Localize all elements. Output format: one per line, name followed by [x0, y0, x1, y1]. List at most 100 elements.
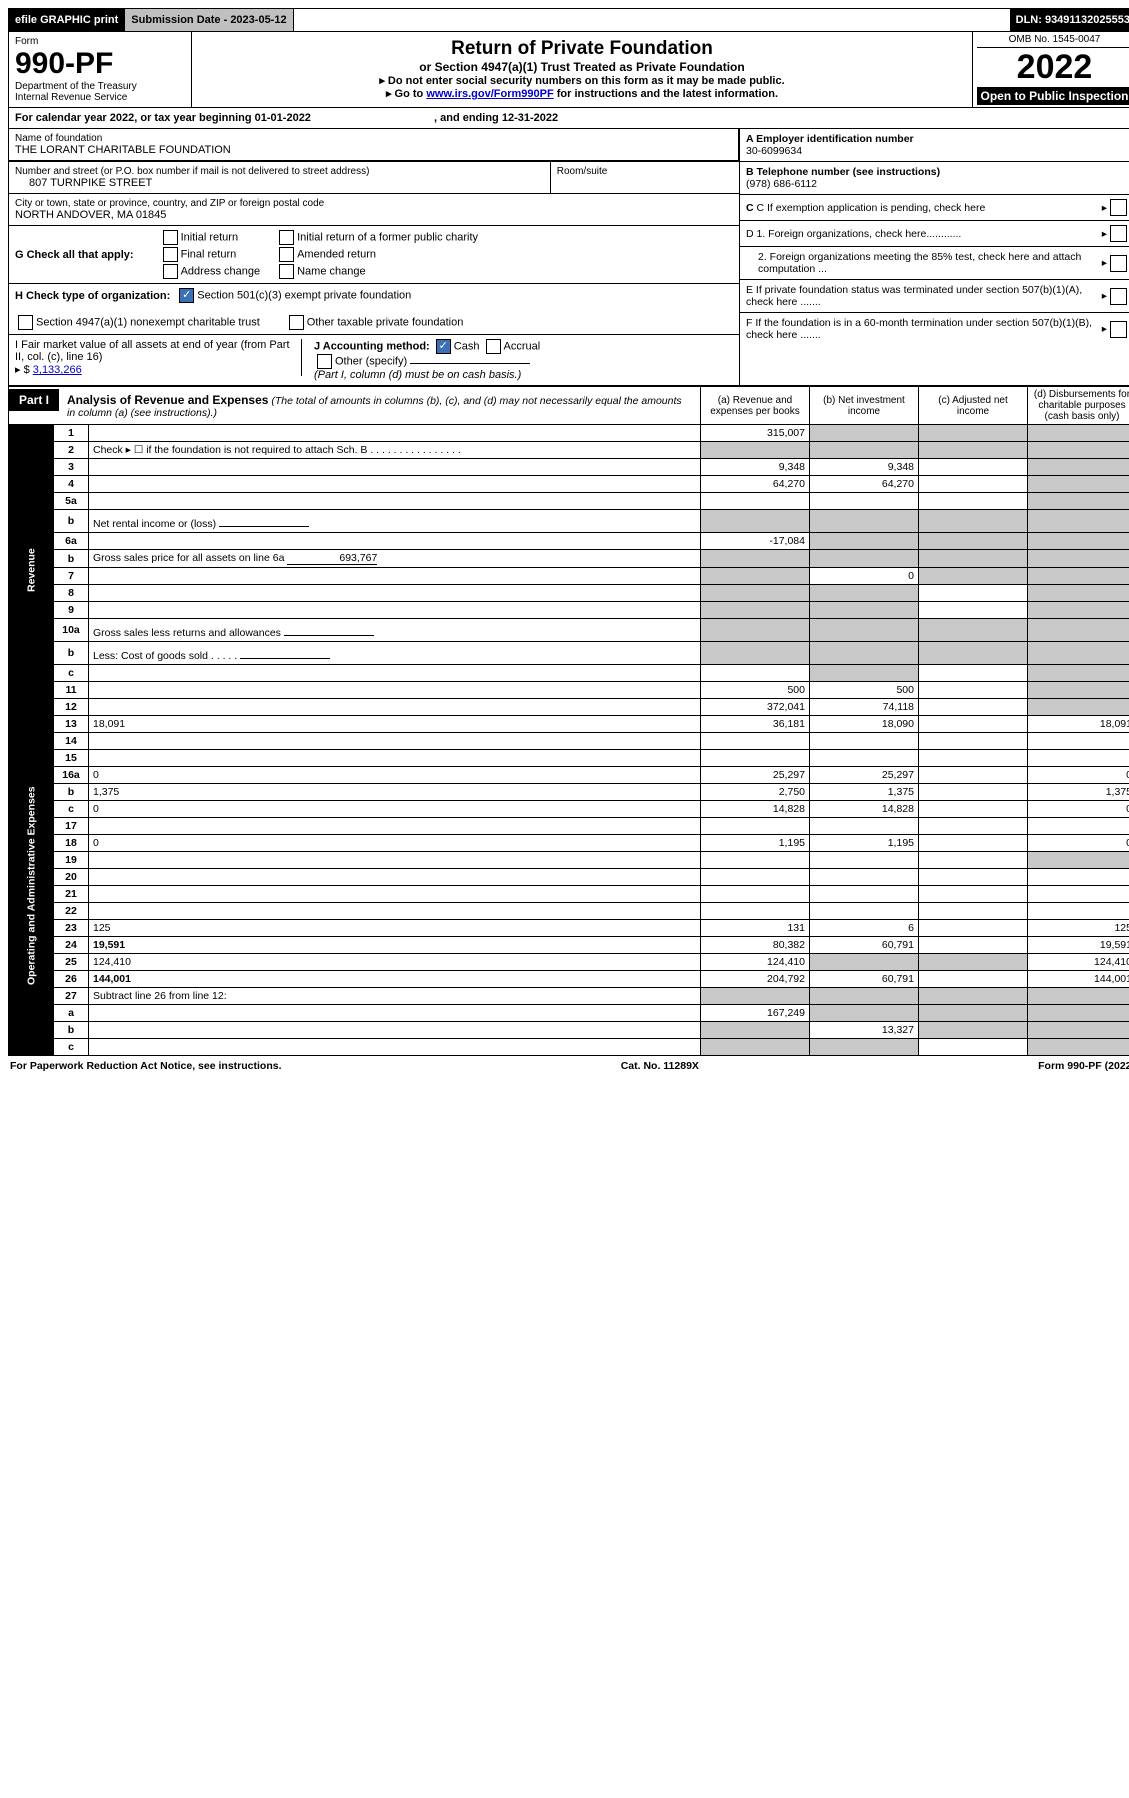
table-row: 19	[9, 852, 1129, 869]
g-initial-former[interactable]	[279, 230, 294, 245]
cell-a	[701, 619, 810, 642]
e-check[interactable]	[1110, 288, 1127, 305]
cell-b: 25,297	[810, 767, 919, 784]
line-number: 16a	[54, 767, 89, 784]
cell-b	[810, 1039, 919, 1056]
cell-a: -17,084	[701, 533, 810, 550]
table-row: c014,82814,8280	[9, 801, 1129, 818]
form-note1: ▸ Do not enter social security numbers o…	[198, 74, 966, 87]
h-4947a1[interactable]	[18, 315, 33, 330]
cal-mid: , and ending	[434, 112, 502, 124]
cell-b	[810, 954, 919, 971]
cell-a	[701, 886, 810, 903]
cell-d	[1028, 533, 1129, 550]
d2-check[interactable]	[1110, 255, 1127, 272]
cell-a: 14,828	[701, 801, 810, 818]
city: NORTH ANDOVER, MA 01845	[15, 209, 733, 221]
line-number: 25	[54, 954, 89, 971]
cell-c	[919, 937, 1028, 954]
line-number: 6a	[54, 533, 89, 550]
i-prefix: ▸ $	[15, 364, 30, 376]
cell-d: 0	[1028, 767, 1129, 784]
cell-d: 125	[1028, 920, 1129, 937]
cell-b	[810, 493, 919, 510]
line-desc	[89, 903, 701, 920]
line-desc	[89, 750, 701, 767]
cell-c	[919, 585, 1028, 602]
cell-c	[919, 954, 1028, 971]
form-header-right: OMB No. 1545-0047 2022 Open to Public In…	[972, 32, 1129, 107]
cell-d	[1028, 425, 1129, 442]
cell-d	[1028, 585, 1129, 602]
cell-a	[701, 510, 810, 533]
g-amended[interactable]	[279, 247, 294, 262]
cell-c	[919, 1005, 1028, 1022]
cell-c	[919, 733, 1028, 750]
table-row: 15	[9, 750, 1129, 767]
cell-b	[810, 425, 919, 442]
cell-a: 25,297	[701, 767, 810, 784]
line-number: 21	[54, 886, 89, 903]
g-name-change[interactable]	[279, 264, 294, 279]
table-row: 1801,1951,1950	[9, 835, 1129, 852]
table-row: c	[9, 1039, 1129, 1056]
line-desc	[89, 852, 701, 869]
line-desc	[89, 425, 701, 442]
cell-a	[701, 602, 810, 619]
cell-d: 144,001	[1028, 971, 1129, 988]
c-check[interactable]	[1110, 199, 1127, 216]
cell-b: 1,375	[810, 784, 919, 801]
h-label: H Check type of organization:	[15, 290, 170, 302]
h-501c3[interactable]	[179, 288, 194, 303]
efile-label[interactable]: efile GRAPHIC print	[9, 9, 125, 31]
cell-a	[701, 642, 810, 665]
cell-c	[919, 1022, 1028, 1039]
line-desc: Subtract line 26 from line 12:	[89, 988, 701, 1005]
g-opt0: Initial return	[181, 231, 238, 243]
h-other-taxable[interactable]	[289, 315, 304, 330]
cell-a	[701, 852, 810, 869]
line-number: b	[54, 642, 89, 665]
j-other-l: Other (specify)	[335, 355, 407, 367]
b-label: B Telephone number (see instructions)	[746, 166, 940, 178]
line-desc	[89, 818, 701, 835]
cell-d: 18,091	[1028, 716, 1129, 733]
dept-line2: Internal Revenue Service	[15, 92, 185, 103]
addr-label: Number and street (or P.O. box number if…	[15, 166, 544, 177]
d2-label: 2. Foreign organizations meeting the 85%…	[746, 251, 1102, 275]
d1-check[interactable]	[1110, 225, 1127, 242]
g-initial-return[interactable]	[163, 230, 178, 245]
cell-a: 500	[701, 682, 810, 699]
cell-a: 204,792	[701, 971, 810, 988]
g-opt3: Initial return of a former public charit…	[297, 231, 478, 243]
f-check[interactable]	[1110, 321, 1127, 338]
cell-b	[810, 869, 919, 886]
j-accrual[interactable]	[486, 339, 501, 354]
footer: For Paperwork Reduction Act Notice, see …	[8, 1056, 1129, 1076]
part1-desc: Analysis of Revenue and Expenses (The to…	[59, 389, 700, 423]
cell-d: 19,591	[1028, 937, 1129, 954]
cell-d	[1028, 442, 1129, 459]
line-number: 22	[54, 903, 89, 920]
table-row: bNet rental income or (loss)	[9, 510, 1129, 533]
cell-c	[919, 750, 1028, 767]
table-row: 10aGross sales less returns and allowanc…	[9, 619, 1129, 642]
cell-c	[919, 1039, 1028, 1056]
g-address-change[interactable]	[163, 264, 178, 279]
line-number: b	[54, 510, 89, 533]
table-row: 21	[9, 886, 1129, 903]
g-final-return[interactable]	[163, 247, 178, 262]
cell-b	[810, 665, 919, 682]
cell-b	[810, 510, 919, 533]
cell-a	[701, 665, 810, 682]
j-cash[interactable]	[436, 339, 451, 354]
form-title: Return of Private Foundation	[198, 38, 966, 60]
line-number: 9	[54, 602, 89, 619]
cell-d: 0	[1028, 835, 1129, 852]
i-value[interactable]: 3,133,266	[33, 364, 82, 376]
line-number: c	[54, 665, 89, 682]
j-other[interactable]	[317, 354, 332, 369]
form990pf-link[interactable]: www.irs.gov/Form990PF	[426, 88, 553, 100]
j-label: J Accounting method:	[314, 340, 430, 352]
line-number: a	[54, 1005, 89, 1022]
